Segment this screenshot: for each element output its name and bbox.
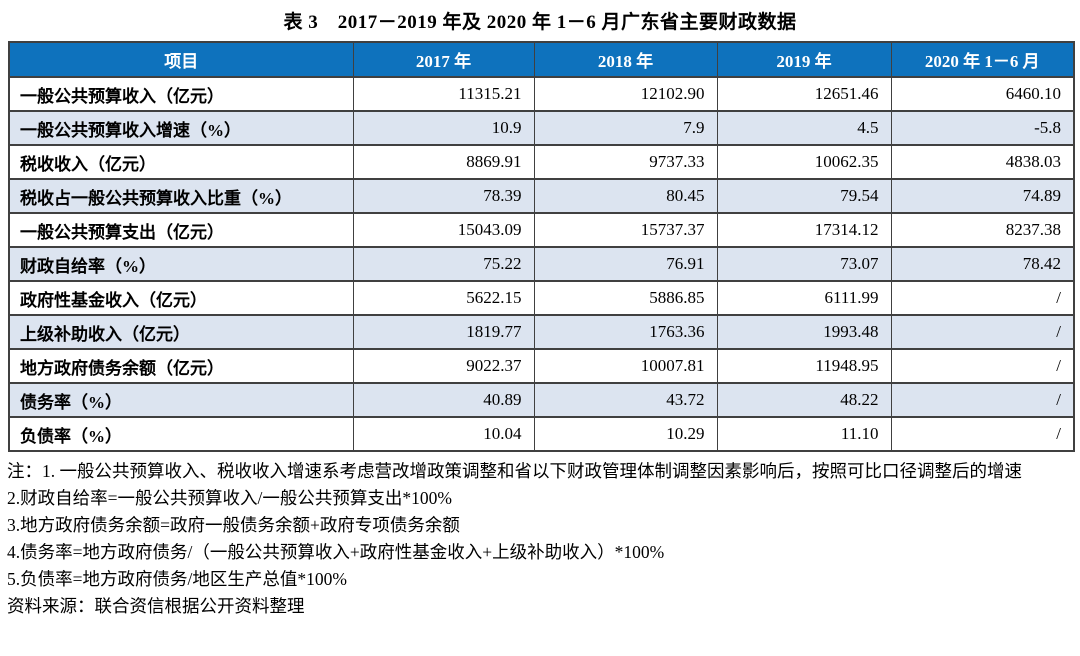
- table-row: 一般公共预算支出（亿元） 15043.09 15737.37 17314.12 …: [8, 212, 1075, 248]
- cell-2020h1: 6460.10: [890, 76, 1075, 112]
- table-row: 税收收入（亿元） 8869.91 9737.33 10062.35 4838.0…: [8, 144, 1075, 180]
- row-label: 一般公共预算支出（亿元）: [8, 212, 354, 248]
- cell-2018: 9737.33: [533, 144, 718, 180]
- cell-2018: 7.9: [533, 110, 718, 146]
- cell-2020h1: /: [890, 314, 1075, 350]
- cell-2018: 1763.36: [533, 314, 718, 350]
- table-notes: 注：1. 一般公共预算收入、税收收入增速系考虑营改增政策调整和省以下财政管理体制…: [7, 458, 1070, 620]
- column-header-2018: 2018 年: [533, 41, 718, 78]
- row-label: 地方政府债务余额（亿元）: [8, 348, 354, 384]
- cell-2017: 10.9: [352, 110, 535, 146]
- cell-2020h1: /: [890, 416, 1075, 452]
- cell-2018: 10007.81: [533, 348, 718, 384]
- table-row: 税收占一般公共预算收入比重（%） 78.39 80.45 79.54 74.89: [8, 178, 1075, 214]
- row-label: 一般公共预算收入增速（%）: [8, 110, 354, 146]
- cell-2019: 11.10: [716, 416, 892, 452]
- cell-2017: 1819.77: [352, 314, 535, 350]
- cell-2020h1: /: [890, 382, 1075, 418]
- cell-2019: 4.5: [716, 110, 892, 146]
- row-label: 负债率（%）: [8, 416, 354, 452]
- cell-2019: 10062.35: [716, 144, 892, 180]
- cell-2017: 15043.09: [352, 212, 535, 248]
- cell-2020h1: /: [890, 280, 1075, 316]
- cell-2019: 1993.48: [716, 314, 892, 350]
- cell-2017: 10.04: [352, 416, 535, 452]
- cell-2020h1: 74.89: [890, 178, 1075, 214]
- cell-2017: 75.22: [352, 246, 535, 282]
- table-row: 财政自给率（%） 75.22 76.91 73.07 78.42: [8, 246, 1075, 282]
- note-line: 2.财政自给率=一般公共预算收入/一般公共预算支出*100%: [7, 488, 452, 508]
- cell-2017: 5622.15: [352, 280, 535, 316]
- cell-2020h1: /: [890, 348, 1075, 384]
- table-row: 债务率（%） 40.89 43.72 48.22 /: [8, 382, 1075, 418]
- cell-2019: 6111.99: [716, 280, 892, 316]
- table-row: 负债率（%） 10.04 10.29 11.10 /: [8, 416, 1075, 452]
- table-row: 一般公共预算收入（亿元） 11315.21 12102.90 12651.46 …: [8, 76, 1075, 112]
- cell-2018: 15737.37: [533, 212, 718, 248]
- note-line: 资料来源：联合资信根据公开资料整理: [7, 596, 305, 616]
- note-line: 5.负债率=地方政府债务/地区生产总值*100%: [7, 569, 347, 589]
- row-label: 税收收入（亿元）: [8, 144, 354, 180]
- cell-2017: 78.39: [352, 178, 535, 214]
- row-label: 政府性基金收入（亿元）: [8, 280, 354, 316]
- cell-2018: 76.91: [533, 246, 718, 282]
- cell-2018: 43.72: [533, 382, 718, 418]
- table-body: 一般公共预算收入（亿元） 11315.21 12102.90 12651.46 …: [8, 76, 1075, 452]
- table-row: 一般公共预算收入增速（%） 10.9 7.9 4.5 -5.8: [8, 110, 1075, 146]
- cell-2019: 48.22: [716, 382, 892, 418]
- table-row: 地方政府债务余额（亿元） 9022.37 10007.81 11948.95 /: [8, 348, 1075, 384]
- row-label: 一般公共预算收入（亿元）: [8, 76, 354, 112]
- note-line: 注：1. 一般公共预算收入、税收收入增速系考虑营改增政策调整和省以下财政管理体制…: [7, 461, 1022, 481]
- cell-2018: 80.45: [533, 178, 718, 214]
- cell-2018: 12102.90: [533, 76, 718, 112]
- cell-2017: 8869.91: [352, 144, 535, 180]
- header-row: 项目 2017 年 2018 年 2019 年 2020 年 1－6 月: [8, 41, 1075, 78]
- cell-2019: 12651.46: [716, 76, 892, 112]
- cell-2019: 79.54: [716, 178, 892, 214]
- note-line: 4.债务率=地方政府债务/（一般公共预算收入+政府性基金收入+上级补助收入）*1…: [7, 542, 665, 562]
- table-caption: 表 3 2017－2019 年及 2020 年 1－6 月广东省主要财政数据: [283, 12, 797, 33]
- cell-2020h1: 8237.38: [890, 212, 1075, 248]
- cell-2018: 10.29: [533, 416, 718, 452]
- fiscal-data-table: 项目 2017 年 2018 年 2019 年 2020 年 1－6 月 一般公…: [8, 41, 1075, 452]
- cell-2020h1: 78.42: [890, 246, 1075, 282]
- cell-2020h1: -5.8: [890, 110, 1075, 146]
- cell-2019: 11948.95: [716, 348, 892, 384]
- column-header-2020h1: 2020 年 1－6 月: [890, 41, 1075, 78]
- row-label: 上级补助收入（亿元）: [8, 314, 354, 350]
- column-header-item: 项目: [8, 41, 354, 78]
- note-line: 3.地方政府债务余额=政府一般债务余额+政府专项债务余额: [7, 515, 460, 535]
- cell-2017: 9022.37: [352, 348, 535, 384]
- cell-2017: 11315.21: [352, 76, 535, 112]
- row-label: 债务率（%）: [8, 382, 354, 418]
- cell-2017: 40.89: [352, 382, 535, 418]
- column-header-2017: 2017 年: [352, 41, 535, 78]
- cell-2019: 17314.12: [716, 212, 892, 248]
- row-label: 财政自给率（%）: [8, 246, 354, 282]
- cell-2019: 73.07: [716, 246, 892, 282]
- table-row: 政府性基金收入（亿元） 5622.15 5886.85 6111.99 /: [8, 280, 1075, 316]
- cell-2018: 5886.85: [533, 280, 718, 316]
- cell-2020h1: 4838.03: [890, 144, 1075, 180]
- column-header-2019: 2019 年: [716, 41, 892, 78]
- table-row: 上级补助收入（亿元） 1819.77 1763.36 1993.48 /: [8, 314, 1075, 350]
- row-label: 税收占一般公共预算收入比重（%）: [8, 178, 354, 214]
